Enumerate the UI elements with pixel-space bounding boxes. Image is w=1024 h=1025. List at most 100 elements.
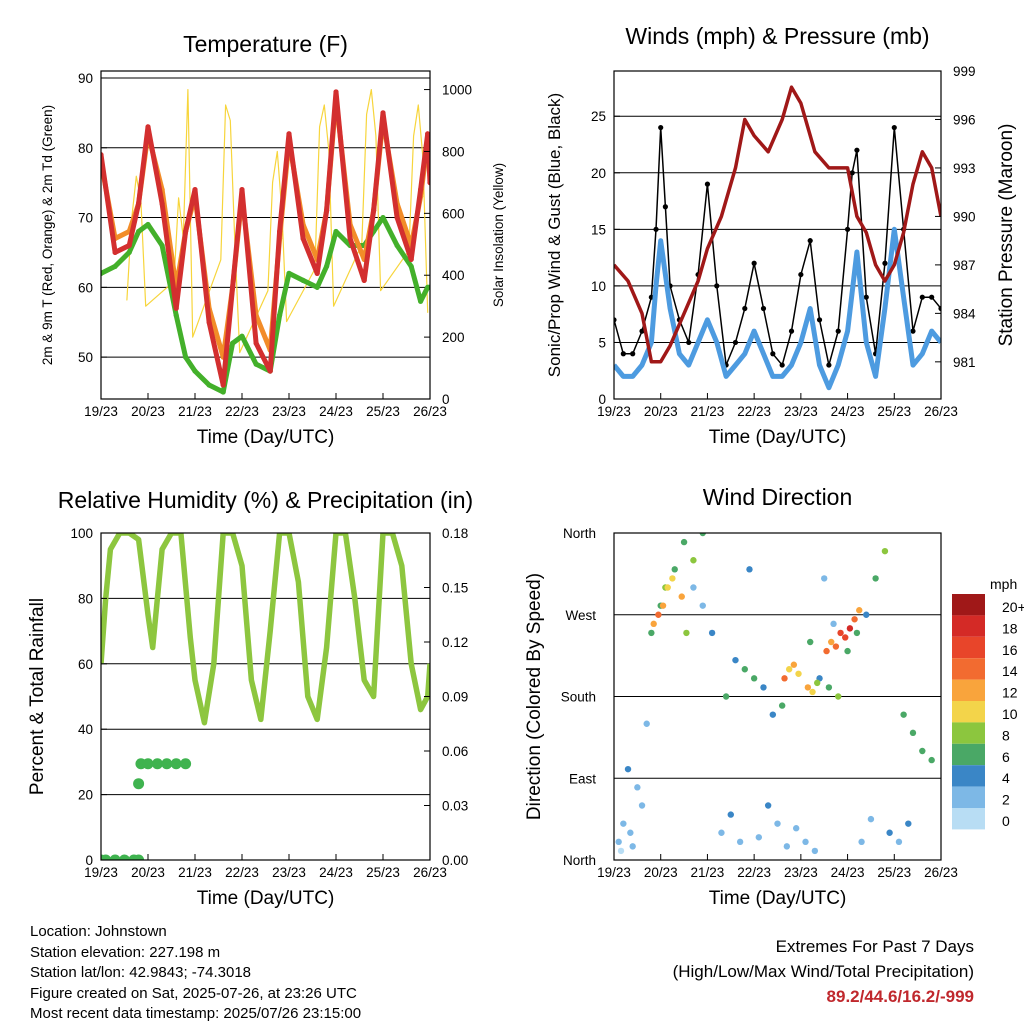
point-td bbox=[136, 228, 142, 235]
point-gust bbox=[929, 294, 935, 300]
y2-tick-label: 993 bbox=[953, 161, 976, 176]
point-td bbox=[101, 270, 104, 276]
plot-frame bbox=[100, 70, 431, 400]
y2-tick-label: 800 bbox=[442, 144, 465, 159]
point-gust bbox=[770, 351, 776, 357]
point-high bbox=[846, 625, 854, 632]
panel-3: Relative Humidity (%) & Precipitation (i… bbox=[27, 487, 473, 909]
point-gust bbox=[844, 226, 851, 232]
legend-swatch bbox=[952, 701, 985, 723]
y-tick-label: 40 bbox=[78, 722, 93, 737]
chart-title: Wind Direction bbox=[703, 484, 853, 510]
point-t2m bbox=[136, 200, 142, 207]
legend-swatch bbox=[952, 615, 985, 637]
y-axis-label: Direction (Colored By Speed) bbox=[524, 573, 545, 820]
point-mid bbox=[760, 684, 767, 691]
point-gust bbox=[751, 260, 757, 266]
point-low bbox=[886, 829, 893, 836]
point-high bbox=[814, 679, 821, 687]
x-tick-label: 23/23 bbox=[272, 404, 306, 419]
extremes-values: 89.2/44.6/16.2/-999 bbox=[826, 987, 974, 1006]
point-low bbox=[627, 829, 634, 836]
y-tick-label: East bbox=[569, 771, 596, 786]
point-t2m bbox=[408, 256, 414, 263]
plot-area bbox=[101, 77, 430, 395]
point-gust bbox=[639, 328, 645, 334]
y-tick-label: 70 bbox=[78, 211, 93, 226]
x-tick-label: 19/23 bbox=[84, 865, 118, 880]
point-mid bbox=[835, 693, 842, 700]
series-wind bbox=[614, 226, 941, 391]
point-low bbox=[746, 566, 753, 573]
location-text: Location: Johnstown bbox=[30, 923, 167, 940]
legend-title: mph bbox=[990, 576, 1017, 592]
x-tick-label: 22/23 bbox=[737, 865, 771, 880]
point-low bbox=[643, 720, 650, 727]
point-t2m bbox=[324, 207, 330, 214]
y-tick-label: 20 bbox=[78, 788, 93, 803]
point-td bbox=[230, 340, 236, 346]
point-gust bbox=[779, 362, 785, 368]
point-high bbox=[823, 647, 830, 655]
y2-tick-label: 984 bbox=[953, 306, 976, 321]
point-gust bbox=[798, 271, 804, 278]
point-gust bbox=[732, 339, 739, 346]
y-tick-label: 20 bbox=[591, 166, 606, 181]
y2-tick-label: 0.15 bbox=[442, 581, 468, 596]
y-axis-label: 2m & 9m T (Red, Orange) & 2m Td (Green) bbox=[40, 105, 55, 365]
x-tick-label: 21/23 bbox=[178, 865, 212, 880]
point-gust bbox=[863, 294, 869, 300]
legend-label: 20+ bbox=[1002, 599, 1024, 615]
x-tick-label: 25/23 bbox=[366, 865, 400, 880]
point-high bbox=[842, 634, 849, 641]
point-t2m bbox=[300, 235, 306, 242]
point-t2m bbox=[101, 152, 104, 158]
point-low bbox=[615, 838, 622, 846]
point-t2m bbox=[418, 187, 424, 193]
point-td bbox=[159, 242, 165, 249]
point-t2m bbox=[371, 207, 377, 214]
point-low bbox=[617, 847, 625, 855]
point-td bbox=[427, 284, 430, 290]
point-mid bbox=[699, 533, 706, 537]
x-tick-label: 21/23 bbox=[691, 865, 725, 880]
point-low bbox=[634, 784, 641, 791]
point-td bbox=[277, 312, 283, 318]
x-tick-label: 23/23 bbox=[784, 404, 818, 419]
legend-swatch bbox=[952, 679, 985, 701]
point-low bbox=[708, 629, 716, 637]
y-tick-label: South bbox=[561, 690, 596, 705]
point-precip bbox=[180, 758, 192, 770]
y-tick-label: West bbox=[565, 608, 596, 623]
y2-axis-label: Station Pressure (Maroon) bbox=[996, 124, 1017, 347]
point-gust bbox=[686, 339, 692, 346]
point-low bbox=[867, 815, 875, 823]
point-mid bbox=[671, 566, 678, 573]
point-gust bbox=[662, 204, 668, 210]
x-tick-label: 20/23 bbox=[131, 404, 165, 419]
legend-label: 12 bbox=[1002, 685, 1018, 701]
point-low bbox=[821, 575, 828, 582]
point-mid bbox=[825, 684, 833, 691]
point-high bbox=[655, 611, 662, 618]
legend-swatch bbox=[952, 765, 985, 787]
y2-tick-label: 600 bbox=[442, 206, 465, 221]
point-td bbox=[324, 263, 330, 270]
x-tick-label: 20/23 bbox=[644, 865, 678, 880]
point-t2m bbox=[314, 270, 320, 276]
x-tick-label: 22/23 bbox=[225, 404, 259, 419]
x-tick-label: 25/23 bbox=[877, 865, 911, 880]
point-gust bbox=[714, 283, 720, 289]
point-td bbox=[408, 263, 414, 270]
legend-swatch bbox=[952, 808, 985, 830]
legend-swatch bbox=[952, 786, 985, 808]
point-mid bbox=[722, 693, 730, 700]
point-low bbox=[718, 829, 725, 836]
y2-tick-label: 0.12 bbox=[442, 635, 468, 650]
point-td bbox=[220, 389, 226, 395]
point-low bbox=[699, 602, 706, 609]
point-gust bbox=[849, 170, 855, 176]
point-precip bbox=[142, 758, 154, 770]
point-t2m bbox=[380, 110, 386, 116]
point-high bbox=[804, 684, 812, 691]
